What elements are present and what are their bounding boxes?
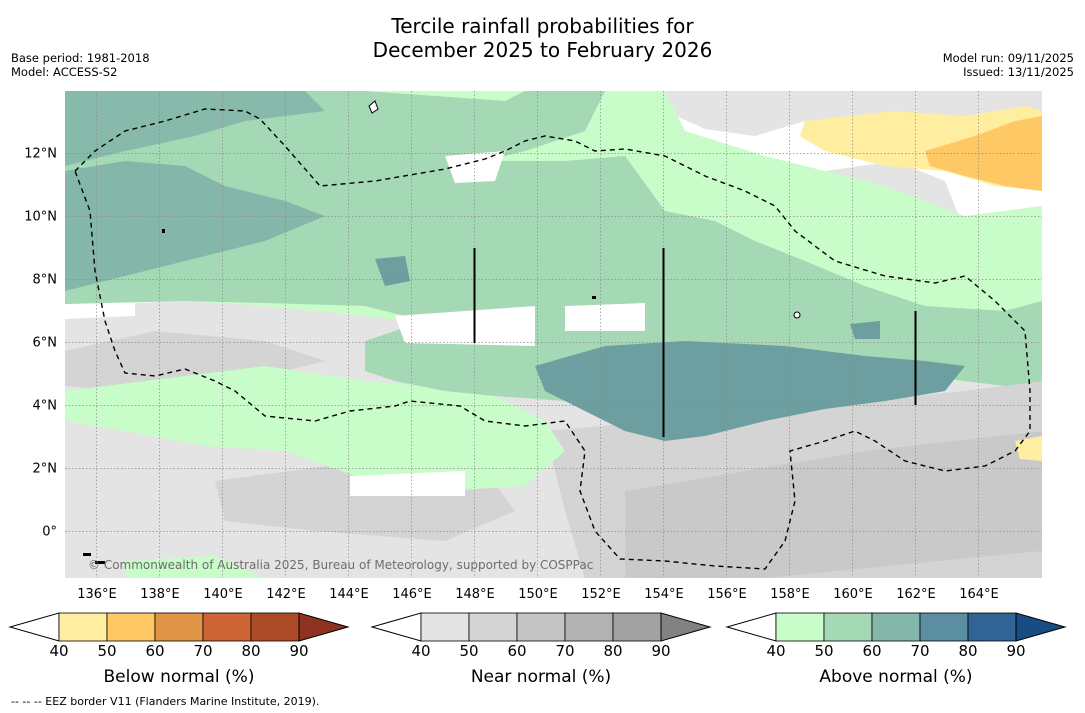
lat-label-0: 0° — [42, 524, 57, 540]
run-info: Model run: 09/11/2025 Issued: 13/11/2025 — [943, 51, 1074, 79]
lon-label-138: 138°E — [140, 587, 180, 602]
near-tick: 50 — [459, 642, 479, 660]
lon-label-144: 144°E — [329, 587, 369, 602]
lat-label-4n: 4°N — [32, 398, 58, 414]
colorbar-arrow-high — [298, 612, 350, 642]
model-name-text: Model: ACCESS-S2 — [11, 65, 118, 79]
colorbar-above-normal — [725, 612, 1067, 642]
colorbar-segment — [420, 612, 470, 642]
below-tick: 40 — [49, 642, 69, 660]
above-tick: 90 — [1006, 642, 1026, 660]
colorbar-segment — [871, 612, 921, 642]
map-title: Tercile rainfall probabilities for Decem… — [0, 14, 1085, 62]
near-tick: 80 — [603, 642, 623, 660]
lon-label-164: 164°E — [959, 587, 999, 602]
issued-text: Issued: 13/11/2025 — [963, 65, 1074, 79]
lon-label-148: 148°E — [455, 587, 495, 602]
colorbar-segment — [202, 612, 252, 642]
colorbar-arrow-low — [370, 612, 422, 642]
colorbar-segment — [564, 612, 614, 642]
below-tick: 50 — [97, 642, 117, 660]
model-info: Base period: 1981-2018 Model: ACCESS-S2 — [11, 51, 150, 79]
lon-label-136: 136°E — [77, 587, 117, 602]
colorbar-segment — [468, 612, 518, 642]
lon-label-152: 152°E — [581, 587, 621, 602]
below-normal-title: Below normal (%) — [103, 667, 255, 687]
lat-label-12n: 12°N — [24, 146, 57, 162]
lon-label-158: 158°E — [770, 587, 810, 602]
colorbar-segment — [775, 612, 825, 642]
lon-label-160: 160°E — [833, 587, 873, 602]
above-tick: 40 — [766, 642, 786, 660]
lon-label-154: 154°E — [644, 587, 684, 602]
above-tick: 50 — [814, 642, 834, 660]
title-line-2: December 2025 to February 2026 — [372, 38, 713, 62]
colorbar-arrow-high — [660, 612, 712, 642]
below-tick: 90 — [289, 642, 309, 660]
title-line-1: Tercile rainfall probabilities for — [391, 14, 694, 38]
colorbar-below-normal — [8, 612, 350, 642]
below-tick: 60 — [145, 642, 165, 660]
colorbar-segment — [612, 612, 662, 642]
lat-label-2n: 2°N — [32, 461, 58, 477]
colorbar-arrow-high — [1015, 612, 1067, 642]
lon-label-150: 150°E — [518, 587, 558, 602]
lon-label-142: 142°E — [266, 587, 306, 602]
colorbar-arrow-low — [8, 612, 60, 642]
lon-label-162: 162°E — [896, 587, 936, 602]
colorbar-segment — [516, 612, 566, 642]
above-tick: 70 — [910, 642, 930, 660]
above-tick: 80 — [958, 642, 978, 660]
copyright-credit: © Commonwealth of Australia 2025, Bureau… — [88, 558, 594, 572]
lon-label-140: 140°E — [203, 587, 243, 602]
near-tick: 60 — [507, 642, 527, 660]
near-tick: 90 — [651, 642, 671, 660]
below-tick: 70 — [193, 642, 213, 660]
probability-map — [65, 91, 1042, 578]
below-tick: 80 — [241, 642, 261, 660]
colorbar-segment — [919, 612, 969, 642]
colorbar-segment — [154, 612, 204, 642]
eez-footnote: -- -- -- EEZ border V11 (Flanders Marine… — [11, 695, 320, 708]
colorbar-arrow-low — [725, 612, 777, 642]
colorbar-near-normal — [370, 612, 712, 642]
near-tick: 40 — [411, 642, 431, 660]
above-tick: 60 — [862, 642, 882, 660]
near-tick: 70 — [555, 642, 575, 660]
near-normal-title: Near normal (%) — [470, 667, 612, 687]
colorbar-segment — [967, 612, 1017, 642]
lon-label-156: 156°E — [707, 587, 747, 602]
base-period-text: Base period: 1981-2018 — [11, 51, 150, 65]
colorbar-segment — [106, 612, 156, 642]
above-normal-title: Above normal (%) — [819, 667, 973, 687]
lat-label-8n: 8°N — [32, 272, 58, 288]
lat-label-6n: 6°N — [32, 335, 58, 351]
lat-label-10n: 10°N — [24, 209, 57, 225]
lon-label-146: 146°E — [392, 587, 432, 602]
colorbar-segment — [58, 612, 108, 642]
colorbar-segment — [250, 612, 300, 642]
colorbar-segment — [823, 612, 873, 642]
model-run-text: Model run: 09/11/2025 — [942, 51, 1074, 65]
